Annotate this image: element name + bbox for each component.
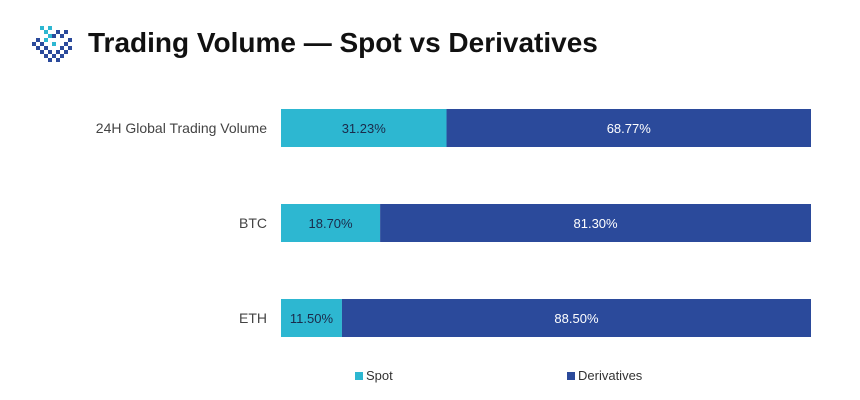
- legend: Spot Derivatives: [355, 368, 643, 383]
- bar-segment-spot: [281, 109, 447, 147]
- header: Trading Volume — Spot vs Derivatives: [30, 20, 598, 66]
- category-label: BTC: [239, 215, 267, 231]
- page-title: Trading Volume — Spot vs Derivatives: [88, 27, 598, 58]
- legend-swatch-spot: [355, 372, 363, 380]
- bar-segment-derivatives: [446, 109, 811, 147]
- data-label: 31.23%: [342, 121, 387, 136]
- logo-icon: [32, 26, 72, 62]
- bar-segment-derivatives: [380, 204, 811, 242]
- bar-segment-spot: [281, 204, 381, 242]
- data-label: 81.30%: [574, 216, 619, 231]
- bar-segment-spot: [281, 299, 342, 337]
- data-label: 11.50%: [290, 311, 334, 326]
- legend-label: Spot: [366, 368, 393, 383]
- legend-swatch-derivatives: [567, 372, 575, 380]
- data-label: 88.50%: [554, 311, 599, 326]
- category-label: 24H Global Trading Volume: [96, 120, 267, 136]
- data-label: 68.77%: [607, 121, 652, 136]
- data-label: 18.70%: [309, 216, 354, 231]
- category-label: ETH: [239, 310, 267, 326]
- legend-label: Derivatives: [578, 368, 643, 383]
- bars-layer: 24H Global Trading Volume 31.23% 68.77% BTC…: [96, 109, 811, 337]
- bar-segment-derivatives: [341, 299, 811, 337]
